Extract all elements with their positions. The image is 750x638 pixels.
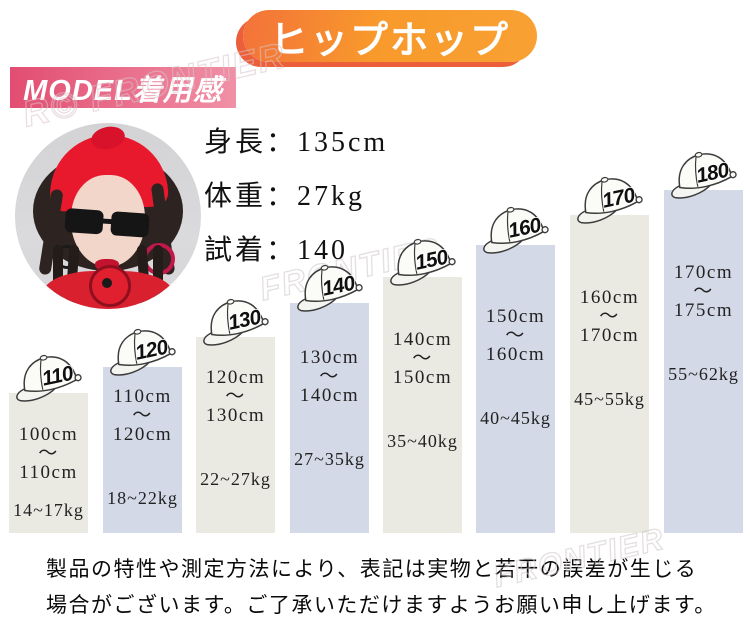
- baseball-cap-icon: 140: [288, 254, 370, 316]
- tilde: 〜: [505, 325, 526, 346]
- height-min: 170cm: [673, 262, 734, 283]
- size-bar-180: 170cm 〜 175cm 55~62kg: [664, 190, 743, 533]
- height-max: 170cm: [579, 325, 640, 346]
- height-max: 120cm: [112, 424, 173, 445]
- disclaimer-line1: 製品の特性や測定方法により、表記は実物と若干の誤差が生じる: [46, 557, 698, 581]
- height-min: 110cm: [113, 386, 172, 407]
- model-stats: 身長：135cm 体重：27kg 試着：140: [204, 126, 388, 288]
- height-min: 120cm: [205, 367, 266, 388]
- weight-range: 27~35kg: [294, 449, 365, 469]
- size-bar-150: 140cm 〜 150cm 35~40kg: [383, 277, 462, 533]
- baseball-cap-icon: 150: [381, 228, 463, 290]
- weight-range: 45~55kg: [574, 389, 645, 409]
- height-max: 175cm: [673, 300, 734, 321]
- headphones-illustration: [89, 265, 131, 307]
- height-max: 150cm: [392, 367, 453, 388]
- height-min: 140cm: [392, 329, 453, 350]
- title-banner: ヒップホップ: [243, 10, 537, 62]
- baseball-cap-icon: 180: [662, 141, 744, 203]
- height-max: 140cm: [299, 385, 360, 406]
- tilde: 〜: [38, 443, 59, 464]
- height-max: 130cm: [205, 405, 266, 426]
- page-title: ヒップホップ: [269, 19, 510, 62]
- baseball-cap-icon: 160: [474, 196, 556, 258]
- size-bar-140: 130cm 〜 140cm 27~35kg: [290, 303, 369, 533]
- sunglasses-lens-left: [64, 207, 104, 235]
- weight-range: 22~27kg: [200, 469, 271, 489]
- height-min: 160cm: [579, 287, 640, 308]
- size-bar-130: 120cm 〜 130cm 22~27kg: [196, 337, 275, 533]
- disclaimer: 製品の特性や測定方法により、表記は実物と若干の誤差が生じる 場合がございます。ご…: [46, 551, 717, 623]
- tilde: 〜: [693, 281, 714, 302]
- size-bar-160: 150cm 〜 160cm 40~45kg: [476, 245, 555, 533]
- baseball-cap-icon: 110: [7, 344, 89, 406]
- sunglasses-lens-right: [110, 211, 150, 238]
- disclaimer-line2: 場合がございます。ご了承いただけますようお願い申し上げます。: [46, 593, 717, 617]
- height-min: 150cm: [485, 306, 546, 327]
- size-bar-120: 110cm 〜 120cm 18~22kg: [103, 367, 182, 533]
- height-max: 160cm: [485, 344, 546, 365]
- weight-range: 35~40kg: [387, 431, 458, 451]
- tilde: 〜: [319, 366, 340, 387]
- baseball-cap-icon: 120: [101, 318, 183, 380]
- stat-height: 身長：135cm: [204, 127, 389, 158]
- size-bar-110: 100cm 〜 110cm 14~17kg: [9, 393, 88, 533]
- tilde: 〜: [225, 386, 246, 407]
- tilde: 〜: [412, 348, 433, 369]
- height-min: 130cm: [299, 347, 360, 368]
- stat-weight: 体重：27kg: [204, 181, 366, 212]
- stat-fitting: 試着：140: [204, 235, 349, 266]
- weight-range: 55~62kg: [668, 364, 739, 384]
- model-badge: MODEL着用感: [10, 67, 236, 108]
- tilde: 〜: [599, 306, 620, 327]
- tilde: 〜: [132, 405, 153, 426]
- cap-size-label: 150: [413, 245, 451, 274]
- height-max: 110cm: [19, 462, 78, 483]
- height-min: 100cm: [18, 424, 79, 445]
- weight-range: 14~17kg: [13, 500, 84, 520]
- weight-range: 40~45kg: [480, 408, 551, 428]
- baseball-cap-icon: 130: [194, 288, 276, 350]
- baseball-cap-icon: 170: [568, 166, 650, 228]
- model-photo: [15, 123, 201, 309]
- model-badge-label: MODEL着用感: [23, 74, 223, 107]
- weight-range: 18~22kg: [107, 488, 178, 508]
- size-bar-170: 160cm 〜 170cm 45~55kg: [570, 215, 649, 533]
